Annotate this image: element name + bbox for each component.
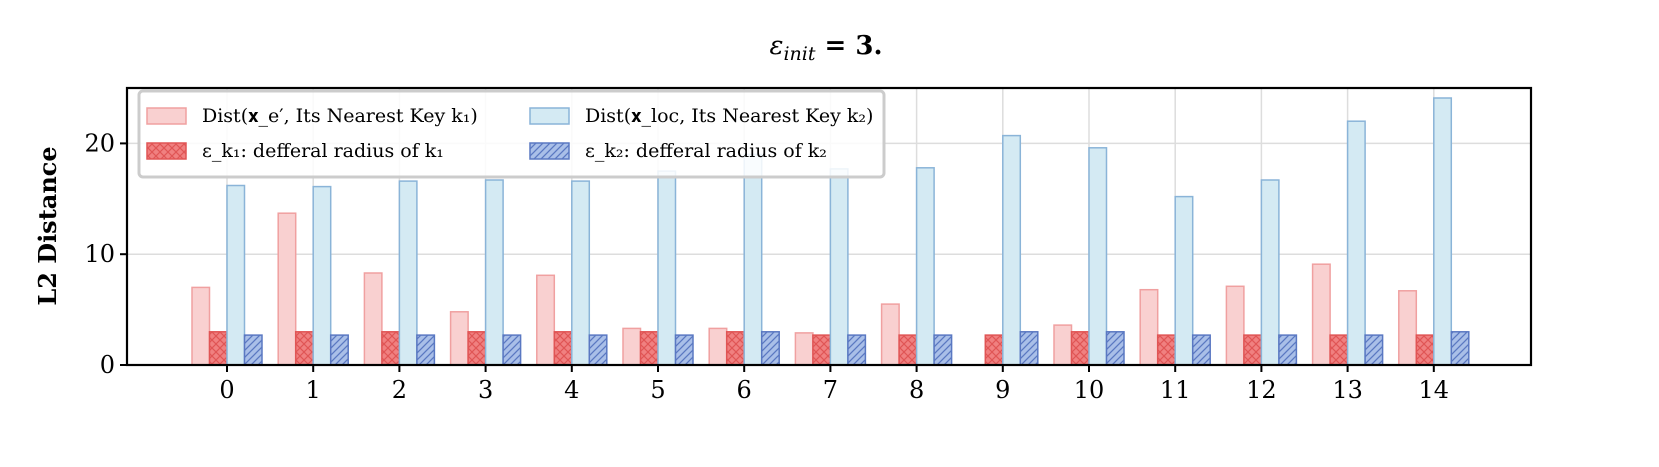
bar-series-2-cat-5	[657, 170, 677, 366]
bar-series-1-cat-5	[639, 331, 659, 366]
bar-series-2-cat-4	[571, 180, 591, 366]
bar-series-0-cat-14	[1398, 290, 1418, 366]
legend-swatch-dist-k2	[529, 107, 570, 125]
x-tick-label: 11	[1160, 376, 1191, 404]
title-subscript: init	[783, 43, 815, 65]
x-tick-label: 2	[392, 376, 407, 404]
bar-series-3-cat-8	[933, 334, 953, 366]
chart-title: εinit = 3.	[769, 31, 882, 65]
x-tick-label: 6	[737, 376, 752, 404]
legend-swatch-dist-k1	[146, 107, 187, 125]
y-tick-label: 0	[100, 351, 115, 379]
bar-series-0-cat-4	[536, 274, 556, 366]
legend: Dist(𝐱_e′, Its Nearest Key k₁) ε_k₁: def…	[137, 89, 886, 179]
bar-series-1-cat-9	[984, 334, 1004, 366]
bar-series-1-cat-1	[294, 331, 314, 366]
bar-series-3-cat-3	[502, 334, 522, 366]
bar-series-0-cat-2	[363, 272, 383, 366]
x-tick-label: 5	[650, 376, 665, 404]
bar-series-2-cat-13	[1346, 120, 1366, 366]
y-tick-label: 20	[84, 129, 115, 157]
x-tick-label: 1	[306, 376, 321, 404]
bar-series-1-cat-12	[1243, 334, 1263, 366]
legend-label-dist-k2: Dist(𝐱_loc, Its Nearest Key k₂)	[585, 105, 873, 127]
bar-series-3-cat-14	[1450, 331, 1470, 366]
bar-series-1-cat-7	[812, 334, 832, 366]
bar-series-3-cat-7	[847, 334, 867, 366]
bar-series-0-cat-12	[1225, 285, 1245, 366]
bar-series-3-cat-5	[674, 334, 694, 366]
x-tick-label: 3	[478, 376, 493, 404]
bar-series-0-cat-7	[794, 332, 814, 366]
x-tick-label: 8	[909, 376, 924, 404]
bar-series-0-cat-11	[1139, 288, 1159, 366]
x-tick-label: 13	[1332, 376, 1363, 404]
x-tick-label: 0	[219, 376, 234, 404]
bar-series-0-cat-1	[277, 212, 297, 366]
bar-series-0-cat-13	[1311, 263, 1331, 366]
x-tick-label: 4	[564, 376, 579, 404]
bar-series-3-cat-1	[329, 334, 349, 366]
y-tick-label: 10	[84, 240, 115, 268]
bar-series-1-cat-8	[898, 334, 918, 366]
legend-label-dist-k1: Dist(𝐱_e′, Its Nearest Key k₁)	[202, 105, 478, 127]
legend-label-eps-k2: ε_k₂: defferal radius of k₂	[585, 140, 827, 162]
bar-series-0-cat-6	[708, 327, 728, 366]
bar-series-1-cat-10	[1070, 331, 1090, 366]
bar-series-3-cat-10	[1105, 331, 1125, 366]
bar-series-2-cat-10	[1088, 147, 1108, 366]
bar-series-3-cat-4	[588, 334, 608, 366]
bar-series-2-cat-12	[1260, 179, 1280, 366]
bar-series-2-cat-1	[312, 185, 332, 366]
title-value: = 3.	[815, 31, 882, 61]
legend-frame	[137, 89, 886, 179]
bar-series-2-cat-0	[226, 184, 246, 366]
bar-series-0-cat-8	[880, 303, 900, 366]
legend-swatch-eps-k2	[529, 142, 570, 160]
bar-series-0-cat-3	[449, 311, 469, 366]
legend-label-eps-k1: ε_k₁: defferal radius of k₁	[202, 140, 444, 162]
bar-series-3-cat-9	[1019, 331, 1039, 366]
bar-series-1-cat-2	[381, 331, 401, 366]
bar-series-2-cat-7	[829, 168, 849, 366]
bar-series-1-cat-13	[1329, 334, 1349, 366]
bar-series-2-cat-11	[1174, 195, 1194, 366]
bar-series-2-cat-14	[1433, 97, 1453, 366]
bar-series-3-cat-6	[760, 331, 780, 366]
y-axis-label: L2 Distance	[33, 146, 62, 305]
plot-frame	[125, 86, 1533, 367]
bar-series-1-cat-11	[1156, 334, 1176, 366]
x-tick-label: 14	[1419, 376, 1450, 404]
bar-series-3-cat-12	[1278, 334, 1298, 366]
x-tick-label: 10	[1074, 376, 1105, 404]
bar-series-1-cat-6	[725, 331, 745, 366]
x-tick-label: 12	[1246, 376, 1277, 404]
bar-series-1-cat-3	[467, 331, 487, 366]
bar-series-3-cat-13	[1364, 334, 1384, 366]
bar-series-0-cat-0	[191, 286, 211, 366]
bar-series-1-cat-0	[208, 331, 228, 366]
bar-series-2-cat-3	[484, 179, 504, 366]
bar-series-2-cat-6	[743, 153, 763, 366]
title-symbol: ε	[769, 31, 783, 61]
bar-series-2-cat-9	[1002, 134, 1022, 366]
bar-series-3-cat-2	[416, 334, 436, 366]
bar-series-1-cat-14	[1415, 334, 1435, 366]
bar-series-0-cat-5	[622, 327, 642, 366]
bar-series-2-cat-8	[915, 167, 935, 366]
bar-series-0-cat-10	[1053, 324, 1073, 366]
bar-series-3-cat-0	[243, 334, 263, 366]
x-tick-label: 9	[995, 376, 1010, 404]
bar-series-1-cat-4	[553, 331, 573, 366]
legend-swatch-eps-k1	[146, 142, 187, 160]
x-tick-label: 7	[823, 376, 838, 404]
bar-series-2-cat-2	[398, 180, 418, 366]
bar-series-3-cat-11	[1191, 334, 1211, 366]
